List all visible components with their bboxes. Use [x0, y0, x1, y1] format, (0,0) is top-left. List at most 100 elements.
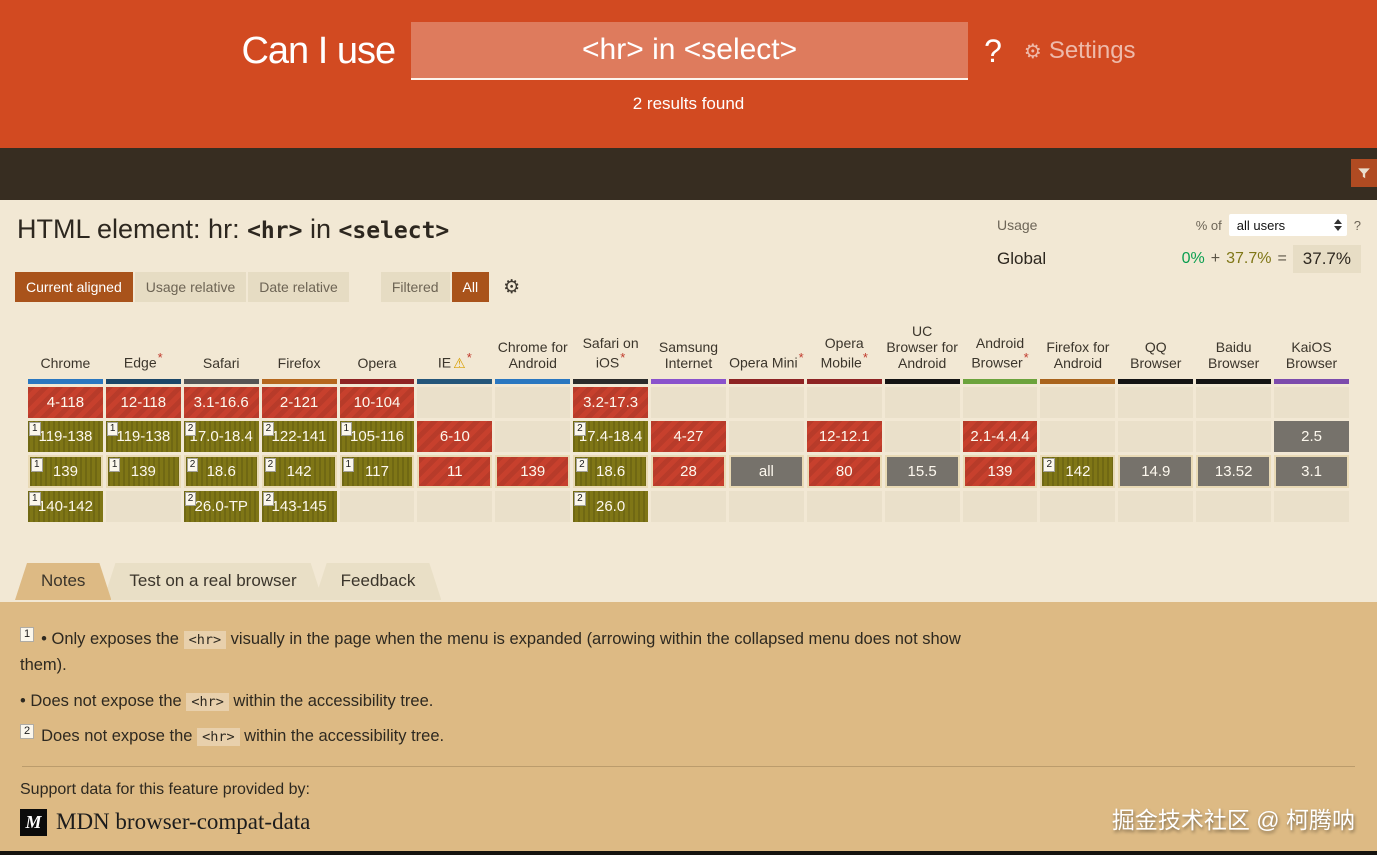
browser-header-safari-on-ios: Safari on iOS*	[582, 335, 639, 371]
tab-feedback[interactable]: Feedback	[315, 563, 442, 600]
filter-button[interactable]	[1351, 159, 1377, 187]
settings-button[interactable]: ⚙ Settings	[1024, 37, 1136, 65]
support-cell-android-browser-current[interactable]: 139	[962, 455, 1038, 488]
support-cell-safari-past[interactable]: 3.1-16.6	[183, 387, 259, 418]
support-cell-edge-recent-past[interactable]: 1 119-138	[105, 421, 181, 452]
usage-note-asterisk: *	[157, 350, 163, 366]
note-number-badge: 1	[106, 422, 119, 436]
support-cell-safari-recent-past[interactable]: 2 17.0-18.4	[183, 421, 259, 452]
support-cell-opera-mini-current[interactable]: all	[728, 455, 804, 488]
support-cell-baidu-browser-recent-past	[1196, 421, 1272, 452]
support-cell-safari-on-ios-recent-past[interactable]: 2 17.4-18.4	[573, 421, 649, 452]
select-arrows-icon	[1333, 219, 1342, 231]
support-cell-kaios-browser-recent-past[interactable]: 2.5	[1274, 421, 1349, 452]
browser-color-strip	[1040, 379, 1116, 384]
support-cell-chrome-past[interactable]: 4-118	[28, 387, 103, 418]
note-number-badge: 1	[29, 422, 41, 436]
browser-header-baidu-browser: Baidu Browser	[1207, 338, 1260, 371]
support-cell-android-browser-past	[962, 387, 1038, 418]
browser-header-opera: Opera	[357, 354, 397, 371]
support-cell-firefox-for-android-recent-past	[1040, 421, 1116, 452]
browser-header-qq-browser: QQ Browser	[1130, 338, 1182, 371]
support-cell-firefox-recent-past[interactable]: 2 122-141	[261, 421, 337, 452]
browser-header-ie: IE ⚠*	[437, 350, 472, 371]
notes-panel: 1 • Only exposes the <hr> visually in the…	[0, 602, 1377, 851]
filter-button-all[interactable]: All	[451, 272, 490, 302]
support-cell-samsung-internet-recent-past[interactable]: 4-27	[651, 421, 726, 452]
note-block: 1 • Only exposes the <hr> visually in the…	[20, 627, 961, 675]
users-select[interactable]: all users	[1228, 214, 1347, 236]
browser-color-strip	[495, 379, 571, 384]
mdn-attribution[interactable]: M MDN browser-compat-data	[20, 808, 1357, 836]
support-cell-safari-on-ios-current[interactable]: 2 18.6	[573, 455, 649, 488]
support-cell-qq-browser-current[interactable]: 14.9	[1118, 455, 1194, 488]
ad-banner-bar	[0, 148, 1377, 200]
view-button-date-relative[interactable]: Date relative	[248, 272, 349, 302]
feature-title-code: <hr>	[247, 218, 303, 244]
support-cell-chrome-for-android-current[interactable]: 139	[495, 455, 571, 488]
support-cell-opera-mobile-current[interactable]: 80	[806, 455, 882, 488]
usage-note-asterisk: *	[466, 350, 472, 366]
feature-main: HTML element: hr: <hr> in <select> Usage…	[0, 200, 1377, 602]
support-cell-firefox-future[interactable]: 2 143-145	[261, 491, 337, 522]
view-button-current-aligned[interactable]: Current aligned	[15, 272, 133, 302]
browser-color-strip	[339, 379, 415, 384]
browser-color-strip	[962, 379, 1038, 384]
browser-color-strip	[28, 379, 103, 384]
support-cell-safari-future[interactable]: 2 26.0-TP	[183, 491, 259, 522]
support-cell-safari-on-ios-future[interactable]: 2 26.0	[573, 491, 649, 522]
filter-button-filtered[interactable]: Filtered	[380, 272, 450, 302]
support-cell-kaios-browser-current[interactable]: 3.1	[1274, 455, 1349, 488]
support-cell-opera-past[interactable]: 10-104	[339, 387, 415, 418]
support-cell-opera-current[interactable]: 1 117	[339, 455, 415, 488]
support-cell-android-browser-future	[962, 491, 1038, 522]
table-settings-gear-icon[interactable]: ⚙	[503, 276, 521, 298]
support-cell-firefox-current[interactable]: 2 142	[261, 455, 337, 488]
divider	[22, 765, 1355, 767]
support-cell-android-browser-recent-past[interactable]: 2.1-4.4.4	[962, 421, 1038, 452]
view-button-usage-relative[interactable]: Usage relative	[134, 272, 247, 302]
support-cell-chrome-future[interactable]: 1 140-142	[28, 491, 103, 522]
tab-notes[interactable]: Notes	[15, 563, 111, 600]
browser-header-samsung-internet: Samsung Internet	[658, 338, 719, 371]
search-help-link[interactable]: ?	[984, 32, 1002, 69]
support-cell-opera-recent-past[interactable]: 1 105-116	[339, 421, 415, 452]
feature-title: HTML element: hr: <hr> in <select>	[17, 214, 450, 244]
support-cell-ie-recent-past[interactable]: 6-10	[417, 421, 493, 452]
support-cell-firefox-for-android-current[interactable]: 2 142	[1040, 455, 1116, 488]
support-cell-safari-current[interactable]: 2 18.6	[183, 455, 259, 488]
feature-search-input[interactable]	[411, 22, 969, 80]
gear-icon: ⚙	[1023, 40, 1042, 63]
note-number-badge: 2	[1043, 458, 1056, 472]
tab-test-on-a-real-browser[interactable]: Test on a real browser	[103, 563, 322, 600]
support-cell-samsung-internet-current[interactable]: 28	[651, 455, 726, 488]
support-cell-ie-current[interactable]: 11	[417, 455, 493, 488]
usage-note-asterisk: *	[798, 350, 804, 366]
support-cell-opera-mini-future	[728, 491, 804, 522]
support-cell-baidu-browser-current[interactable]: 13.52	[1196, 455, 1272, 488]
usage-help-link[interactable]: ?	[1353, 217, 1361, 233]
support-cell-ie-future	[417, 491, 493, 522]
support-cell-opera-future	[339, 491, 415, 522]
usage-scope: Global	[997, 249, 1047, 268]
support-cell-chrome-for-android-future	[495, 491, 571, 522]
support-cell-opera-mobile-recent-past[interactable]: 12-12.1	[806, 421, 882, 452]
notes-list: 1 • Only exposes the <hr> visually in the…	[20, 626, 1357, 750]
note-code-span: <hr>	[183, 631, 227, 649]
support-cell-safari-on-ios-past[interactable]: 3.2-17.3	[573, 387, 649, 418]
support-cell-edge-past[interactable]: 12-118	[105, 387, 181, 418]
support-cell-uc-browser-for-android-current[interactable]: 15.5	[884, 455, 960, 488]
browser-header-safari: Safari	[202, 354, 240, 371]
support-cell-chrome-recent-past[interactable]: 1 119-138	[28, 421, 103, 452]
view-toolbar: Current aligned Usage relative Date relati…	[15, 272, 1377, 302]
support-cell-edge-current[interactable]: 1 139	[105, 455, 181, 488]
browser-color-strip	[261, 379, 337, 384]
support-cell-qq-browser-recent-past	[1118, 421, 1194, 452]
support-cell-firefox-past[interactable]: 2-121	[261, 387, 337, 418]
note-number-badge: 2	[576, 458, 588, 472]
support-cell-chrome-current[interactable]: 1 139	[28, 455, 103, 488]
note-number-badge: 2	[184, 422, 197, 436]
usage-label: Usage	[997, 217, 1038, 233]
support-cell-kaios-browser-future	[1274, 491, 1349, 522]
